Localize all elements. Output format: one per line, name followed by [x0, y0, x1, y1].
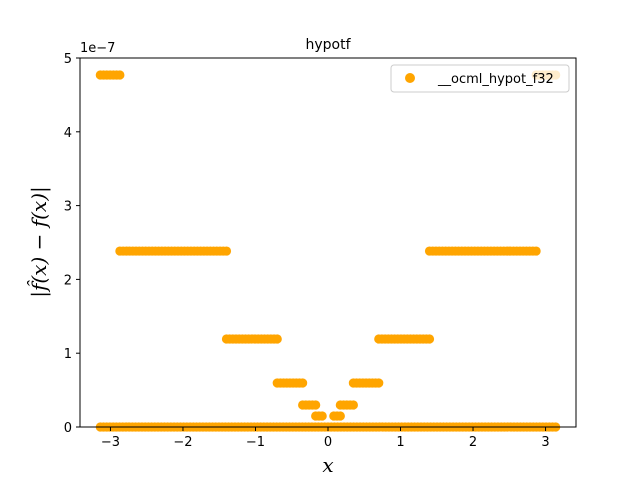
legend-box [390, 64, 570, 93]
x-tick-label: 0 [324, 435, 332, 450]
data-point [298, 378, 308, 388]
legend-marker [405, 73, 415, 83]
x-tick-label: 3 [541, 435, 549, 450]
data-point [221, 246, 232, 256]
y-tick-label: 5 [64, 52, 72, 67]
data-point [115, 70, 125, 80]
y-offset-text: 1e−7 [80, 41, 115, 56]
legend: __ocml_hypot_f32 [390, 64, 570, 93]
data-point [311, 400, 321, 410]
data-point [424, 334, 435, 344]
y-tick-label: 3 [64, 200, 72, 215]
y-ticks: 0 1 2 3 4 5 [64, 52, 80, 436]
data-point [335, 411, 345, 421]
data-point [531, 246, 541, 256]
y-axis-label: |f̂(x) − f(x)| [27, 186, 52, 298]
data-point [348, 400, 358, 410]
x-tick-label: −3 [101, 435, 120, 450]
y-tick-label: 4 [64, 126, 72, 141]
y-tick-label: 1 [64, 347, 72, 362]
chart-title: hypotf [305, 37, 351, 53]
y-tick-label: 2 [64, 273, 72, 288]
x-tick-label: 1 [396, 435, 404, 450]
y-tick-label: 0 [64, 421, 72, 436]
data-point [374, 378, 384, 388]
legend-entry: __ocml_hypot_f32 [437, 72, 554, 87]
data-point [272, 334, 282, 344]
x-axis-label: x [322, 453, 333, 477]
x-tick-label: 2 [469, 435, 477, 450]
data-point [317, 411, 327, 421]
x-ticks: −3 −2 −1 0 1 2 3 [101, 427, 550, 450]
x-tick-label: −1 [246, 435, 265, 450]
x-tick-label: −2 [173, 435, 192, 450]
